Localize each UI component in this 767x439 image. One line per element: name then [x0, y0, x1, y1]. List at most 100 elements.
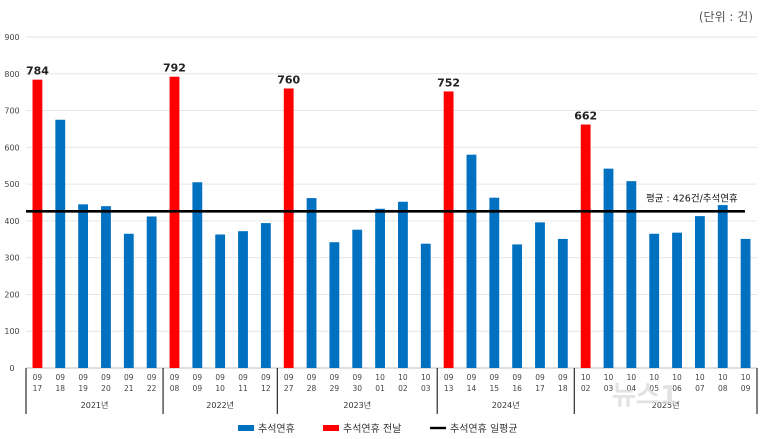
x-tick-month: 10	[421, 373, 431, 382]
x-tick-month: 10	[604, 373, 614, 382]
x-tick-day: 01	[375, 384, 385, 393]
legend-eve-swatch	[323, 425, 339, 431]
legend-holiday-swatch	[238, 425, 254, 431]
x-tick-month: 09	[535, 373, 545, 382]
x-tick-day: 13	[444, 384, 454, 393]
bar-holiday-eve	[283, 88, 294, 368]
x-tick-month: 09	[124, 373, 134, 382]
x-tick-day: 14	[467, 384, 477, 393]
x-tick-month: 09	[284, 373, 294, 382]
x-tick-month: 09	[193, 373, 203, 382]
x-tick-month: 09	[215, 373, 225, 382]
y-tick-label: 200	[4, 290, 19, 299]
x-tick-day: 29	[330, 384, 340, 393]
bar-holiday	[352, 229, 363, 368]
x-tick-day: 08	[718, 384, 728, 393]
x-tick-day: 03	[421, 384, 431, 393]
bar-holiday	[535, 222, 545, 368]
x-tick-day: 11	[238, 384, 248, 393]
x-tick-month: 10	[581, 373, 591, 382]
bar-holiday-eve	[443, 91, 454, 368]
y-tick-label: 100	[4, 327, 19, 336]
bar-holiday	[466, 154, 477, 368]
x-tick-month: 10	[741, 373, 751, 382]
bar-holiday	[375, 208, 385, 368]
year-label: 2023년	[343, 400, 371, 410]
x-tick-day: 06	[672, 384, 682, 393]
x-tick-day: 18	[558, 384, 568, 393]
x-tick-day: 21	[124, 384, 134, 393]
bar-holiday	[329, 242, 340, 368]
x-tick-day: 28	[307, 384, 317, 393]
x-tick-month: 09	[261, 373, 271, 382]
bar-holiday	[260, 223, 271, 368]
x-tick-month: 09	[147, 373, 157, 382]
y-tick-label: 600	[4, 143, 19, 152]
data-label: 752	[437, 76, 460, 89]
x-tick-month: 09	[490, 373, 500, 382]
x-tick-day: 18	[55, 384, 65, 393]
y-tick-label: 900	[4, 33, 19, 42]
x-tick-day: 19	[78, 384, 88, 393]
bar-holiday	[238, 231, 248, 368]
bar-holiday	[306, 198, 317, 368]
bar-holiday	[55, 119, 66, 368]
data-label: 662	[574, 110, 597, 123]
bar-holiday-eve	[32, 79, 43, 368]
bar-holiday	[672, 232, 682, 368]
x-tick-day: 12	[261, 384, 271, 393]
x-tick-month: 09	[330, 373, 340, 382]
x-tick-month: 10	[649, 373, 659, 382]
x-tick-month: 10	[627, 373, 637, 382]
data-label: 760	[277, 73, 300, 86]
data-label: 784	[26, 65, 49, 78]
x-tick-month: 10	[375, 373, 385, 382]
year-label: 2021년	[81, 400, 109, 410]
x-tick-month: 10	[398, 373, 408, 382]
legend-label: 추석연휴	[258, 423, 295, 435]
x-tick-month: 09	[33, 373, 43, 382]
y-tick-label: 500	[4, 180, 19, 189]
x-tick-day: 09	[741, 384, 751, 393]
x-tick-day: 05	[649, 384, 659, 393]
x-tick-day: 15	[490, 384, 500, 393]
bar-holiday	[123, 233, 134, 368]
bar-holiday	[215, 234, 226, 368]
x-tick-day: 20	[101, 384, 111, 393]
x-tick-month: 09	[352, 373, 362, 382]
bar-holiday	[489, 197, 500, 368]
bar-holiday	[557, 238, 568, 368]
x-tick-day: 30	[352, 384, 362, 393]
x-tick-month: 09	[307, 373, 317, 382]
watermark-logo: 뉴스1	[612, 381, 678, 411]
y-tick-label: 700	[4, 107, 19, 116]
bar-holiday	[398, 201, 408, 368]
bar-holiday	[603, 168, 614, 368]
year-label: 2024년	[492, 400, 520, 410]
bar-holiday-eve	[169, 76, 180, 368]
x-tick-day: 04	[627, 384, 637, 393]
x-tick-day: 10	[215, 384, 225, 393]
x-tick-day: 17	[33, 384, 43, 393]
x-tick-day: 17	[535, 384, 545, 393]
x-tick-month: 09	[78, 373, 88, 382]
y-tick-label: 0	[9, 364, 14, 373]
legend-label: 추석연휴 전날	[343, 423, 401, 435]
x-tick-month: 09	[101, 373, 111, 382]
x-tick-month: 09	[558, 373, 568, 382]
x-tick-day: 22	[147, 384, 157, 393]
bar-holiday	[694, 216, 705, 368]
x-tick-month: 09	[170, 373, 180, 382]
bar-holiday	[717, 205, 728, 368]
y-tick-label: 800	[4, 70, 19, 79]
bar-holiday	[78, 204, 89, 368]
x-tick-day: 27	[284, 384, 294, 393]
x-tick-day: 03	[604, 384, 614, 393]
x-tick-day: 02	[581, 384, 591, 393]
bar-holiday	[740, 238, 751, 368]
x-tick-month: 09	[512, 373, 522, 382]
year-label: 2022년	[206, 400, 234, 410]
x-tick-day: 16	[512, 384, 522, 393]
x-tick-month: 09	[444, 373, 454, 382]
